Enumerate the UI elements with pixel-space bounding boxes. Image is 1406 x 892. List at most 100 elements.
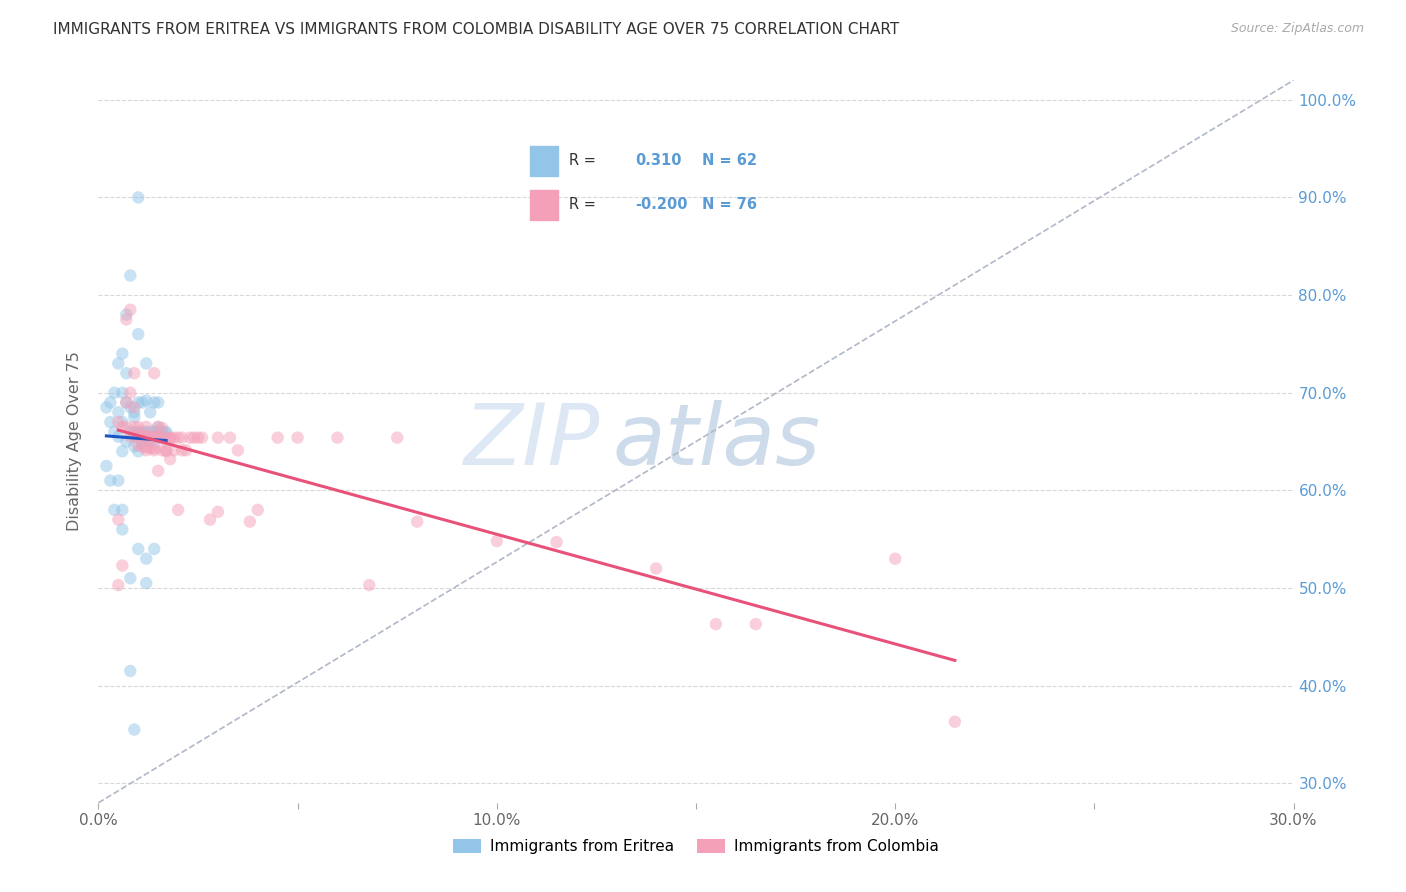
Point [107,474,129,488]
Point [135,441,157,455]
Point [124,401,146,415]
Point [98,415,122,429]
Point [155,426,177,441]
Point [124,405,146,419]
Point [326,431,349,445]
Point [167,503,190,517]
Point [139,434,162,449]
Point [884,551,907,566]
Text: N = 76: N = 76 [703,197,758,212]
Point [139,405,162,419]
Point [107,405,129,419]
Point [148,464,170,478]
Point [143,425,166,439]
Point [115,308,138,322]
Point [191,431,214,445]
Point [159,431,181,445]
Point [155,444,177,458]
Point [107,578,129,592]
Y-axis label: Disability Age Over 75: Disability Age Over 75 [67,351,83,532]
Point [98,474,122,488]
Point [96,458,118,473]
Point [135,425,157,439]
Point [135,576,157,591]
Point [111,558,134,573]
Point [246,503,269,517]
Point [115,434,138,449]
Point [139,430,162,444]
Point [143,430,166,444]
Legend: Immigrants from Eritrea, Immigrants from Colombia: Immigrants from Eritrea, Immigrants from… [447,832,945,860]
Point [124,723,146,737]
Point [135,393,157,408]
Point [115,312,138,326]
Point [359,578,381,592]
Point [120,425,142,439]
Point [124,410,146,425]
Point [143,443,166,458]
Point [163,443,186,458]
Text: atlas: atlas [613,400,820,483]
Point [406,515,429,529]
Point [103,425,125,439]
Point [155,431,177,445]
Point [120,268,142,283]
Point [143,442,166,456]
Point [127,425,149,439]
Point [150,430,173,444]
Text: N = 62: N = 62 [703,153,758,169]
Point [111,346,134,360]
Text: IMMIGRANTS FROM ERITREA VS IMMIGRANTS FROM COLOMBIA DISABILITY AGE OVER 75 CORRE: IMMIGRANTS FROM ERITREA VS IMMIGRANTS FR… [53,22,900,37]
Point [131,434,153,449]
Text: R =: R = [569,153,596,169]
Point [179,431,201,445]
Point [111,415,134,429]
Point [704,617,727,632]
Point [127,541,149,556]
Point [219,431,242,445]
Point [131,427,153,442]
Point [120,302,142,317]
Point [127,395,149,409]
Point [546,535,568,549]
Point [111,385,134,400]
Point [267,431,290,445]
Point [96,401,118,415]
Point [127,438,149,452]
Point [139,430,162,444]
Point [120,385,142,400]
Point [135,356,157,370]
Point [120,430,142,444]
Point [107,356,129,370]
Point [159,452,181,467]
Point [111,503,134,517]
Point [155,443,177,458]
Point [124,425,146,439]
Point [150,425,173,439]
Point [131,395,153,409]
Point [111,444,134,458]
Point [139,425,162,439]
Point [148,395,170,409]
Point [139,442,162,456]
Point [120,401,142,415]
Point [172,431,194,445]
Point [226,443,249,458]
Point [143,395,166,409]
Point [135,443,157,458]
Text: R =: R = [569,197,596,212]
Text: -0.200: -0.200 [636,197,688,212]
Point [172,443,194,458]
Point [155,425,177,439]
Point [107,430,129,444]
Point [115,420,138,434]
Point [174,443,197,458]
Point [131,436,153,450]
Point [124,430,146,444]
Point [127,420,149,434]
Point [143,366,166,380]
Point [943,714,966,729]
Text: Source: ZipAtlas.com: Source: ZipAtlas.com [1230,22,1364,36]
Point [120,664,142,678]
Point [150,431,173,445]
